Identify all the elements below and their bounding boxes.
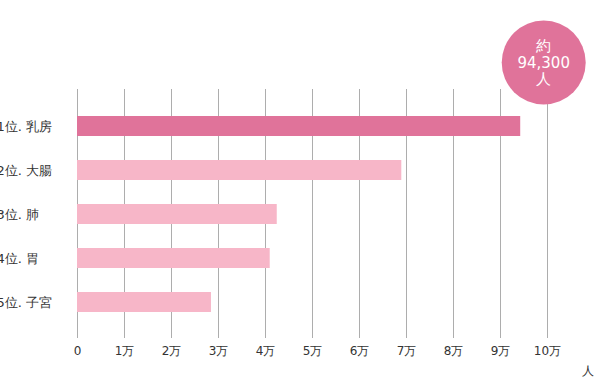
svg-text:5万: 5万 xyxy=(303,344,323,358)
svg-text:5位. 子宮: 5位. 子宮 xyxy=(0,295,52,310)
svg-text:8万: 8万 xyxy=(444,344,464,358)
svg-text:4万: 4万 xyxy=(256,344,276,358)
svg-text:1位. 乳房: 1位. 乳房 xyxy=(0,119,52,134)
svg-text:4位. 胃: 4位. 胃 xyxy=(0,251,39,266)
svg-text:2万: 2万 xyxy=(162,344,182,358)
svg-text:3位. 肺: 3位. 肺 xyxy=(0,207,39,222)
svg-text:7万: 7万 xyxy=(397,344,417,358)
svg-text:約94,300人: 約94,300人 xyxy=(517,37,570,88)
svg-text:1万: 1万 xyxy=(115,344,135,358)
svg-text:0: 0 xyxy=(74,344,82,358)
svg-text:10万: 10万 xyxy=(534,344,561,358)
svg-text:2位. 大腸: 2位. 大腸 xyxy=(0,163,52,178)
svg-text:9万: 9万 xyxy=(491,344,511,358)
svg-text:人: 人 xyxy=(582,364,594,378)
svg-text:3万: 3万 xyxy=(209,344,229,358)
svg-text:6万: 6万 xyxy=(350,344,370,358)
